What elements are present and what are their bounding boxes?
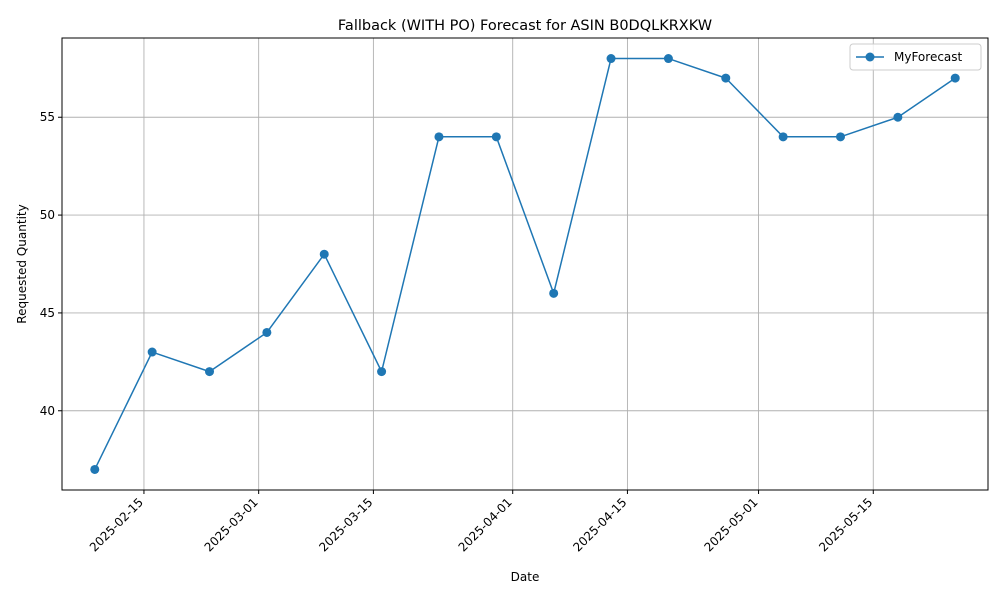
data-point [721,73,731,83]
data-point [778,132,788,142]
series-layer [90,54,960,474]
y-axis-label: Requested Quantity [15,204,29,323]
data-point [377,367,387,377]
legend-box [849,43,982,71]
y-tick-label: 45 [40,306,55,320]
y-tick-label: 55 [40,110,55,124]
data-point [893,112,903,122]
data-point [205,367,215,377]
legend-label: MyForecast [894,50,963,64]
x-tick-label: 2025-03-01 [202,495,261,554]
data-point [549,288,559,298]
x-tick-label: 2025-02-15 [87,495,146,554]
data-point [147,347,157,357]
data-point [950,73,960,83]
x-tick-label: 2025-05-15 [816,495,875,554]
grid [62,38,988,490]
data-point [835,132,845,142]
chart-title: Fallback (WITH PO) Forecast for ASIN B0D… [338,18,712,34]
x-tick-label: 2025-04-15 [570,495,629,554]
data-point [491,132,501,142]
data-point [606,54,616,64]
data-point [319,249,329,259]
x-tick-label: 2025-03-15 [316,495,375,554]
data-point [663,54,673,64]
y-tick-label: 40 [40,404,55,418]
legend-marker-swatch [865,52,875,62]
axes: 2025-02-15 2025-03-01 2025-03-15 2025-04-01… [40,110,876,554]
plot-frame [61,37,989,491]
x-axis-label: Date [511,570,540,584]
series-line [94,57,956,470]
data-point [90,464,100,474]
data-point [434,132,444,142]
x-tick-label: 2025-05-01 [701,495,760,554]
y-tick-label: 50 [40,208,55,222]
x-tick-label: 2025-04-01 [456,495,515,554]
data-point [262,327,272,337]
legend: MyForecast [849,43,982,71]
